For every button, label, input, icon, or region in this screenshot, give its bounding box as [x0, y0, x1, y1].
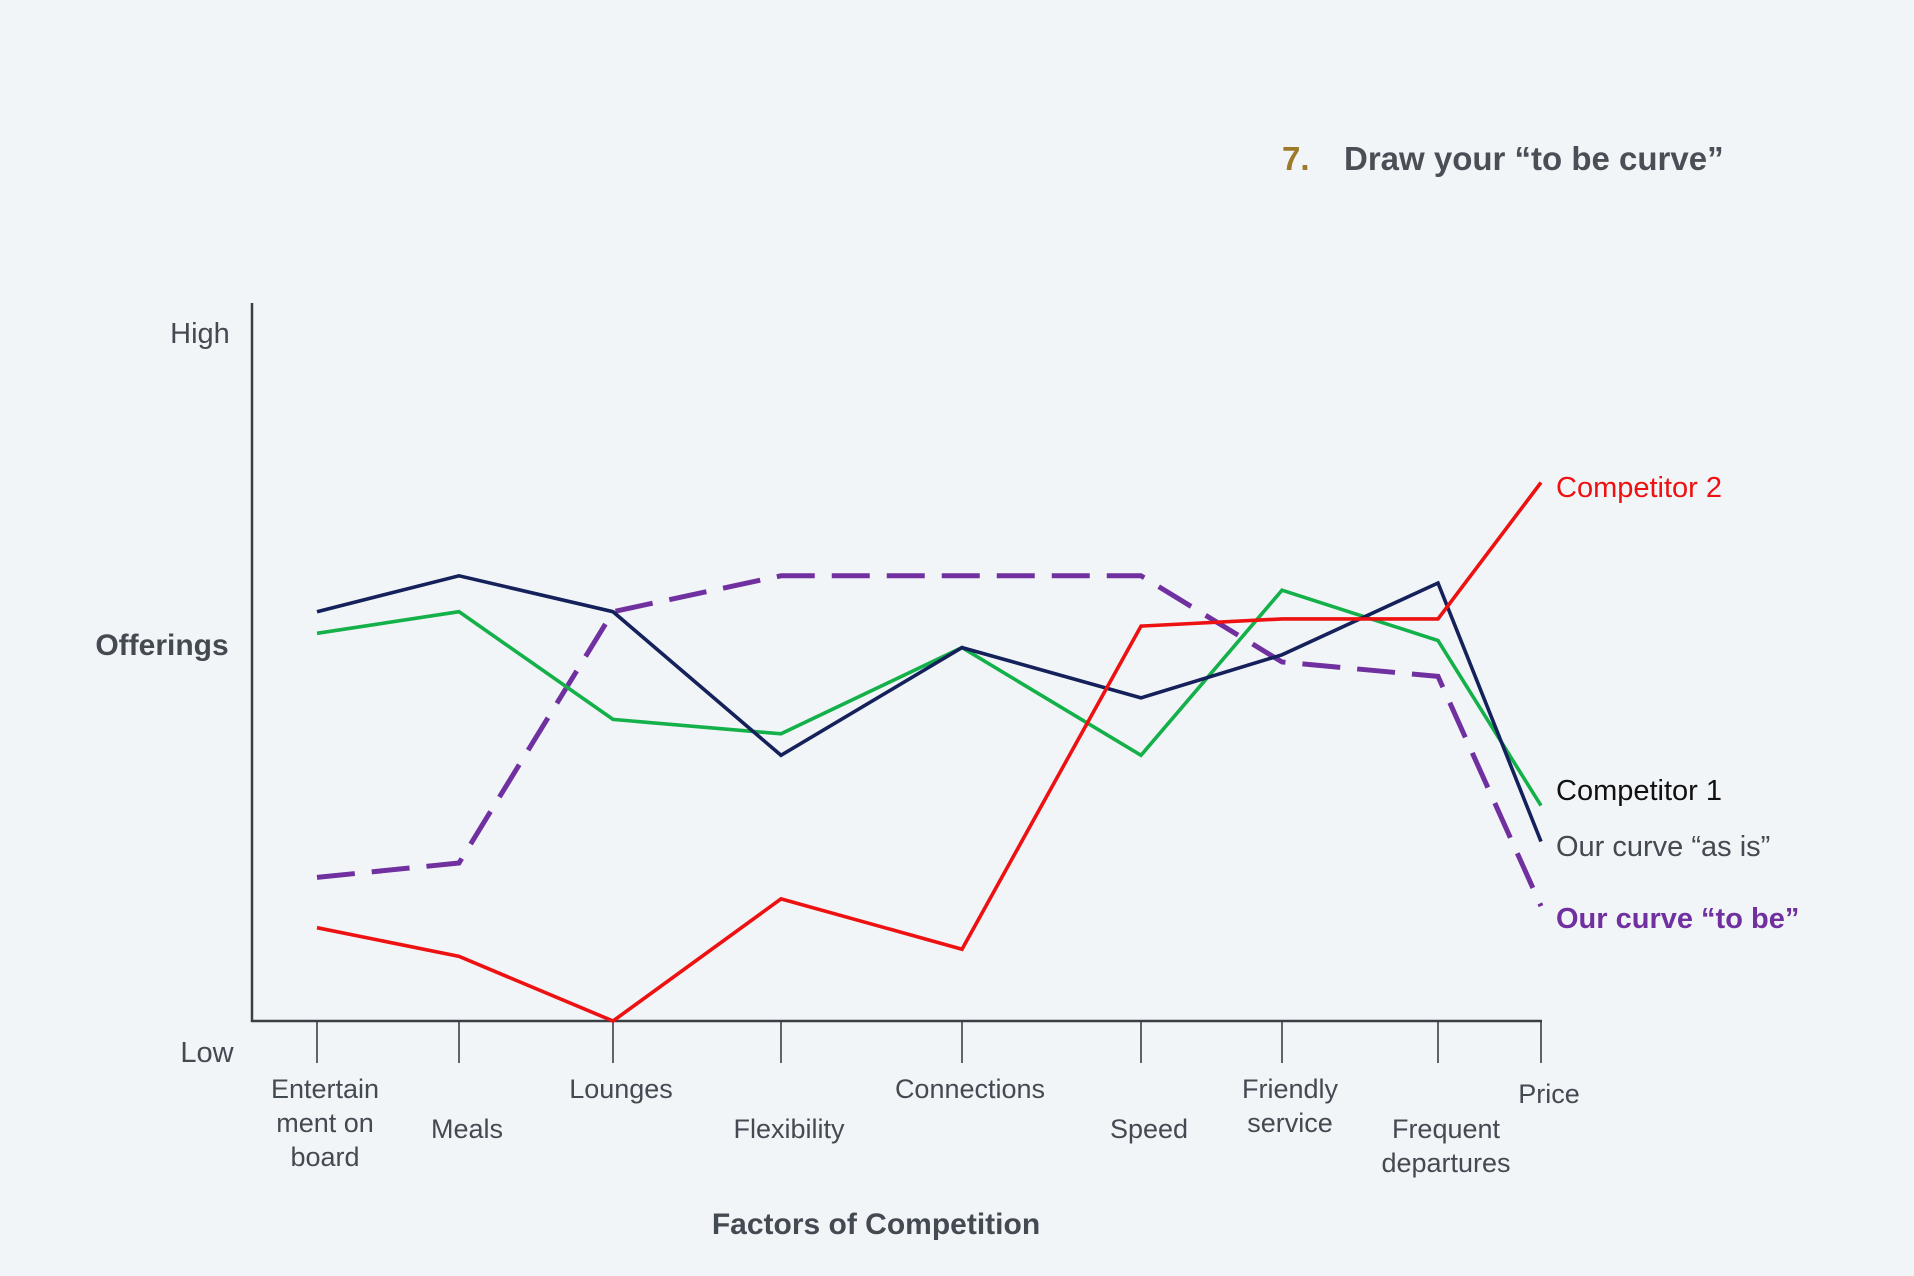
x-tick-label: Price — [1518, 1079, 1580, 1109]
x-tick-label-line: Connections — [895, 1074, 1045, 1104]
x-tick-label-line: Meals — [431, 1114, 503, 1144]
x-tick-label-line: Entertain — [271, 1074, 379, 1104]
x-tick-label: Flexibility — [733, 1114, 845, 1144]
x-tick-label-line: Price — [1518, 1079, 1580, 1109]
x-tick-label: Friendly service — [1242, 1074, 1339, 1138]
heading-number: 7. — [1282, 140, 1310, 177]
x-tick-label: Entertain ment on board — [271, 1074, 379, 1172]
x-tick-label-line: ment on — [276, 1108, 374, 1138]
x-tick-label-line: service — [1247, 1108, 1333, 1138]
x-tick-label: Frequent departures — [1381, 1114, 1510, 1178]
series-line-to-be — [316, 573, 1544, 908]
x-tick-label-line: Friendly — [1242, 1074, 1339, 1104]
series-label-to-be: Our curve “to be” — [1556, 903, 1799, 935]
series-label-as-is: Our curve “as is” — [1556, 831, 1770, 863]
series-labels: Competitor 1 Competitor 2 Our curve “as is… — [1556, 472, 1799, 935]
x-tick-label-line: Flexibility — [733, 1114, 845, 1144]
x-tick-label-line: Lounges — [569, 1074, 673, 1104]
x-tick-label-line: departures — [1381, 1148, 1510, 1178]
y-tick-label-low: Low — [180, 1037, 234, 1069]
x-tick-label-line: Speed — [1110, 1114, 1188, 1144]
y-tick-label-high: High — [170, 318, 230, 350]
x-axis-ticks — [316, 1021, 1542, 1063]
series-line-as-is — [316, 588, 1543, 807]
x-tick-label: Speed — [1110, 1114, 1188, 1144]
x-tick-label-line: board — [290, 1142, 359, 1172]
x-tick-label: Lounges — [569, 1074, 673, 1104]
series-line-competitor-2 — [316, 481, 1543, 1024]
x-tick-label: Meals — [431, 1114, 503, 1144]
x-axis-label: Factors of Competition — [712, 1208, 1040, 1241]
x-axis-tick-labels: Entertain ment on board Meals Lounges Flexibi… — [271, 1074, 1580, 1178]
series-label-competitor-2: Competitor 2 — [1556, 472, 1722, 504]
series-line-competitor-1 — [316, 573, 1543, 843]
heading-text: Draw your “to be curve” — [1344, 140, 1724, 177]
series-label-competitor-1: Competitor 1 — [1556, 775, 1722, 807]
y-axis-label: Offerings — [95, 629, 228, 662]
series-lines — [316, 481, 1544, 1024]
x-tick-label: Connections — [895, 1074, 1045, 1104]
x-tick-label-line: Frequent — [1392, 1114, 1501, 1144]
